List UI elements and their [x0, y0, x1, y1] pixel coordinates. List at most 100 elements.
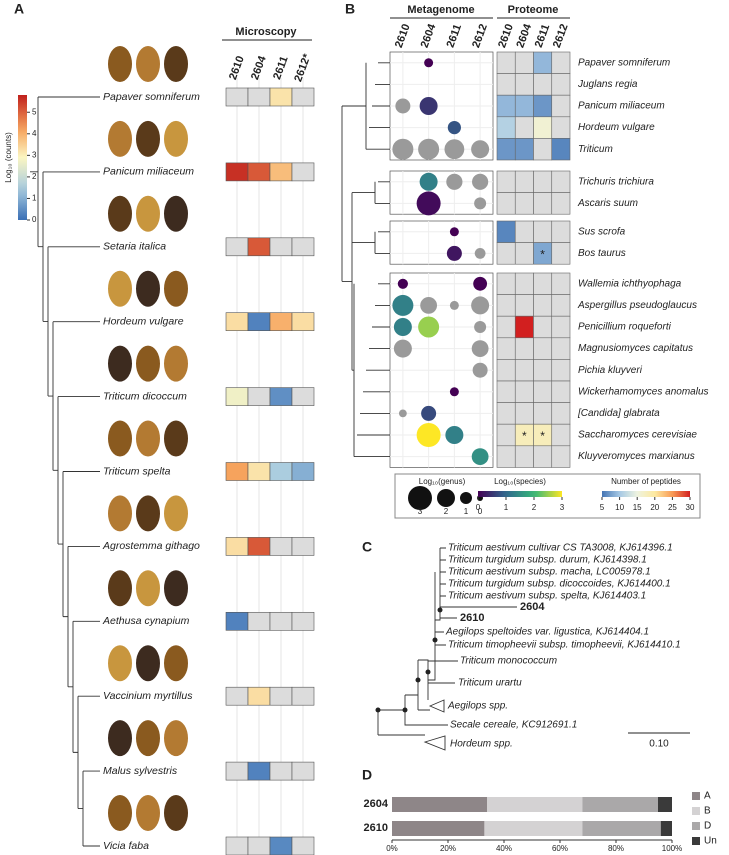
leaf-label: Triticum timopheevii subsp. timopheevii,…	[448, 640, 681, 651]
empty-cell	[514, 220, 534, 243]
x-tick-label: 60%	[552, 844, 568, 853]
empty-cell	[551, 315, 571, 339]
legend-swatch	[692, 807, 700, 815]
empty-cell	[551, 73, 571, 96]
specimen-photo	[136, 345, 160, 382]
sample-label: 2604	[514, 22, 534, 50]
specimen-photo	[136, 195, 160, 232]
taxon-label: Ascaris suum	[577, 198, 638, 209]
leaf-label: Aegilops spp.	[447, 701, 508, 712]
bar-segment	[392, 821, 485, 836]
legend-title: Number of peptides	[611, 477, 681, 486]
specimen-photo	[108, 345, 132, 382]
taxon-label: Wallemia ichthyophaga	[578, 278, 682, 289]
empty-cell	[496, 242, 516, 265]
empty-cell	[514, 242, 534, 265]
taxon-label: Bos taurus	[578, 248, 626, 259]
empty-cell	[496, 192, 516, 215]
empty-cell	[225, 836, 249, 855]
bar-segment	[582, 797, 658, 812]
empty-cell	[533, 138, 553, 161]
colorbar	[478, 491, 562, 497]
specimen-photo	[108, 645, 132, 682]
bar-segment	[487, 797, 583, 812]
empty-cell	[269, 686, 293, 706]
leaf-label: Secale cereale, KC912691.1	[450, 720, 577, 731]
empty-cell	[496, 402, 516, 425]
heat-cell	[269, 162, 293, 182]
empty-cell	[551, 170, 571, 193]
empty-cell	[269, 761, 293, 781]
specimen-photo	[164, 720, 188, 757]
taxon-label: Aethusa cynapium	[102, 615, 190, 627]
heat-cell	[247, 312, 271, 332]
empty-cell	[225, 761, 249, 781]
note: *	[540, 248, 545, 262]
taxon-label: Panicum miliaceum	[103, 166, 194, 178]
empty-cell	[533, 359, 553, 382]
sample-label: 2604	[249, 54, 269, 82]
x-tick-label: 20%	[440, 844, 456, 853]
x-tick-label: 0%	[386, 844, 398, 853]
bubble	[471, 448, 489, 465]
bubble	[421, 405, 437, 421]
empty-cell	[514, 192, 534, 215]
empty-cell	[225, 686, 249, 706]
empty-cell	[496, 423, 516, 447]
heat-cell	[225, 537, 249, 556]
leaf-label: Hordeum spp.	[450, 739, 513, 750]
specimen-photo	[136, 46, 160, 82]
empty-cell	[551, 337, 571, 360]
category-label: 2610	[364, 822, 388, 834]
colorbar-tick-label: 5	[32, 107, 37, 116]
bubble	[419, 172, 438, 191]
metagenome-box	[389, 220, 494, 265]
specimen-photo	[164, 495, 188, 532]
tree	[341, 105, 375, 371]
colorbar	[18, 95, 27, 220]
specimen-photo	[136, 645, 160, 682]
heat-cell	[247, 462, 271, 481]
leaf-label: Triticum turgidum subsp. durum, KJ614398…	[448, 555, 647, 566]
colorbar-tick-label: 15	[633, 503, 642, 512]
panel-label: D	[362, 767, 372, 783]
legend-label: 3	[418, 507, 423, 516]
heat-cell	[269, 387, 293, 406]
specimen-photo	[136, 495, 160, 532]
taxon-label: Triticum dicoccum	[103, 390, 187, 402]
colorbar-tick-label: 3	[560, 503, 565, 512]
colorbar-title: Log₁₀ (counts)	[4, 132, 13, 183]
empty-cell	[514, 51, 534, 74]
leaf-label: 2610	[460, 612, 484, 624]
empty-cell	[533, 315, 553, 339]
bubble	[424, 58, 434, 68]
heat-cell	[533, 51, 553, 74]
empty-cell	[496, 73, 516, 96]
leaf-label: Triticum aestivum cultivar CS TA3008, KJ…	[448, 543, 673, 554]
bubble	[397, 278, 408, 289]
heat-cell	[533, 116, 553, 139]
legend-label: 1	[464, 507, 469, 516]
bubble	[419, 97, 438, 115]
heat-cell	[225, 462, 249, 481]
colorbar-tick-label: 1	[504, 503, 509, 512]
empty-cell	[291, 237, 315, 257]
heat-cell	[247, 761, 271, 781]
legend-title: Log₁₀(genus)	[419, 477, 466, 486]
specimen-photo	[108, 195, 132, 232]
empty-cell	[551, 242, 571, 265]
empty-cell	[551, 192, 571, 215]
empty-cell	[496, 337, 516, 360]
category-label: 2604	[364, 798, 389, 810]
taxon-label: Agrostemma githago	[102, 540, 200, 552]
empty-cell	[225, 87, 249, 107]
empty-cell	[247, 87, 271, 107]
specimen-photo	[164, 420, 188, 457]
heat-cell	[533, 94, 553, 118]
colorbar-tick-label: 0	[32, 215, 37, 224]
empty-cell	[291, 686, 315, 706]
x-tick-label: 40%	[496, 844, 512, 853]
empty-cell	[551, 359, 571, 382]
empty-cell	[291, 87, 315, 107]
leaf-label: Triticum monococcum	[460, 656, 557, 667]
